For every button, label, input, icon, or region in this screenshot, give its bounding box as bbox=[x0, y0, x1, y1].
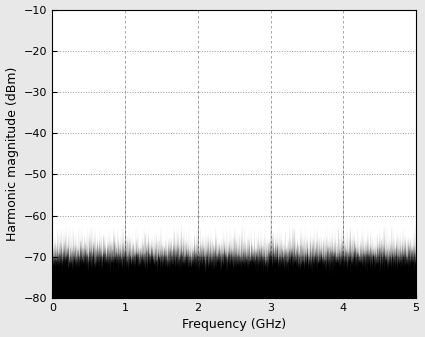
X-axis label: Frequency (GHz): Frequency (GHz) bbox=[182, 318, 286, 332]
Y-axis label: Harmonic magnitude (dBm): Harmonic magnitude (dBm) bbox=[6, 67, 19, 241]
